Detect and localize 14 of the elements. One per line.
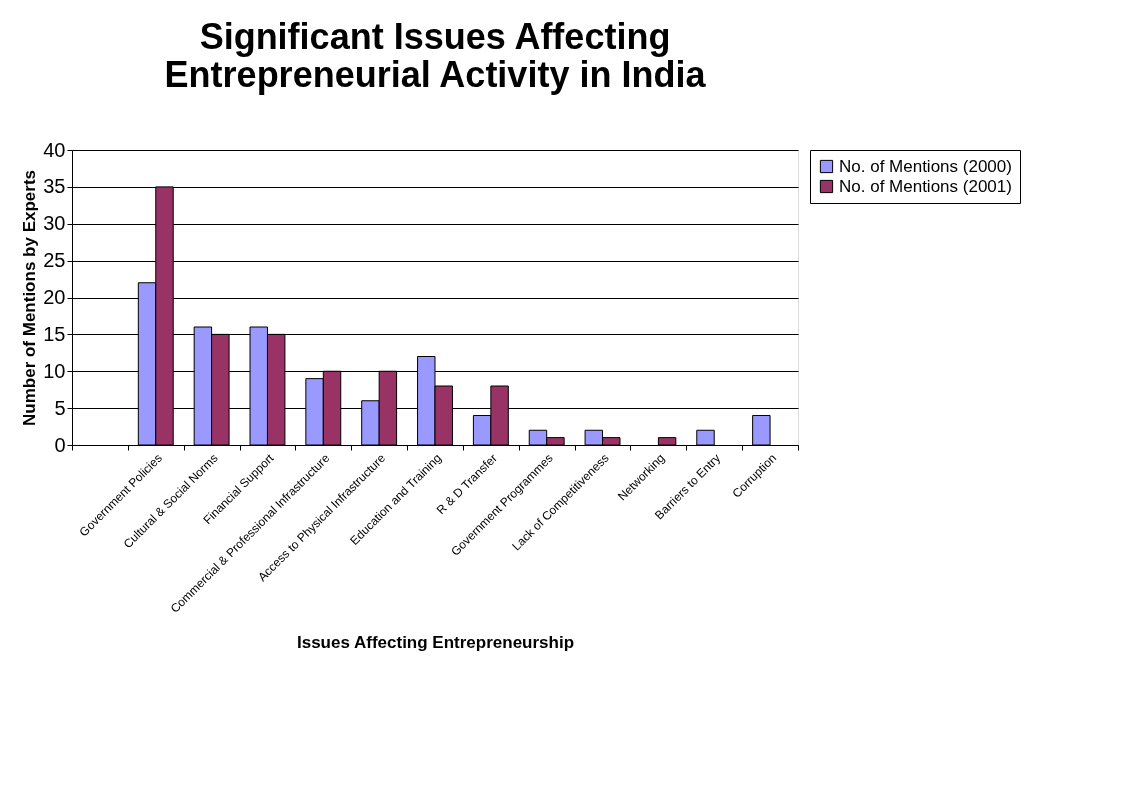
y-tick-label: 5 [54,396,66,419]
y-tick-label: 40 [43,138,66,161]
legend-label: No. of Mentions (2000) [839,156,1012,176]
y-axis-title: Number of Mentions by Experts [20,170,40,426]
y-tick-label: 35 [43,175,66,198]
y-tick-label: 15 [43,322,66,345]
y-tick-label: 30 [43,212,66,235]
y-tick-label: 20 [43,286,66,308]
y-tick-label: 25 [43,249,66,272]
legend-label: No. of Mentions (2001) [839,176,1012,196]
y-tick-label: 10 [43,359,66,382]
y-tick-label: 0 [54,433,66,456]
text: Significant Issues Affecting [199,16,671,57]
x-axis-title: Issues Affecting Entrepreneurship [296,632,575,652]
